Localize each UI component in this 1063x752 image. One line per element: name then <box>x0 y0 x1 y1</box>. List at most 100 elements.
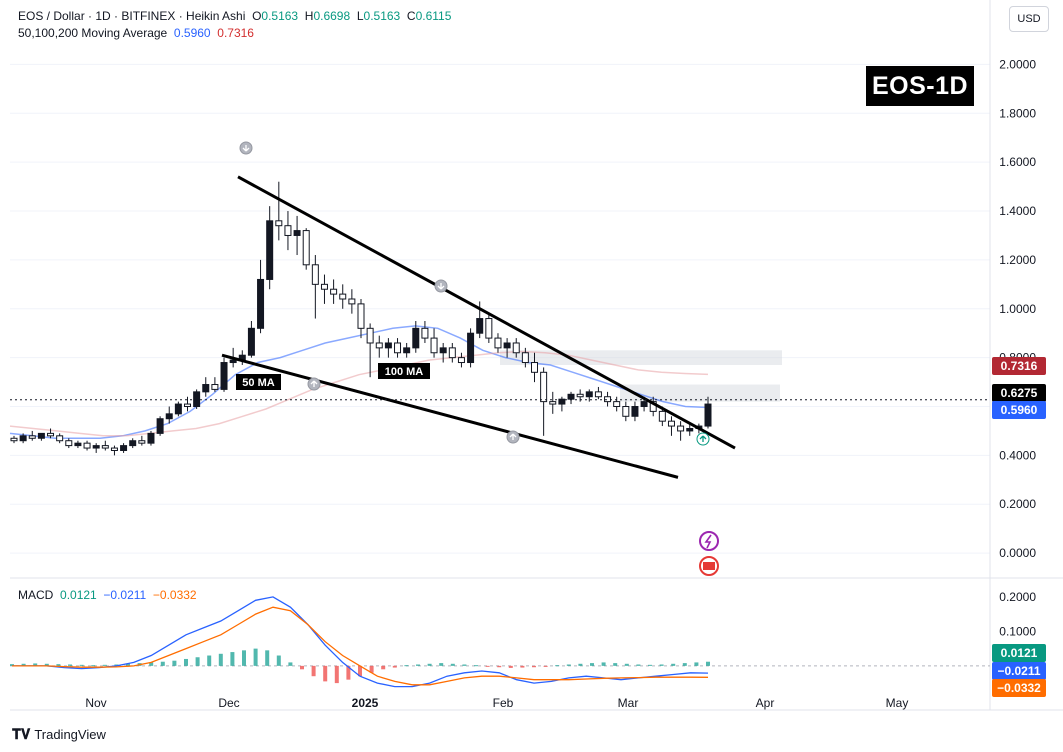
price-axis: 2.00001.80001.60001.40001.20001.00000.80… <box>999 57 1036 560</box>
candle <box>384 342 392 349</box>
candle <box>184 403 191 408</box>
lightning-icon <box>699 531 719 551</box>
candle <box>339 293 347 300</box>
moving-averages <box>9 325 709 440</box>
candle <box>567 393 575 400</box>
candle <box>403 347 411 354</box>
time-tick-label: Apr <box>756 696 775 710</box>
macd-histogram-bar <box>427 663 432 666</box>
time-tick-label: Nov <box>85 696 106 710</box>
candle <box>193 391 201 408</box>
candle <box>19 435 27 442</box>
macd-line-value: −0.0211 <box>103 588 147 602</box>
ma50-line <box>9 325 709 440</box>
macd-histogram-bar <box>114 664 119 666</box>
high-label: H <box>304 9 314 23</box>
macd-histogram-bar <box>682 663 687 666</box>
open-label: O <box>252 9 262 23</box>
macd-line <box>12 596 709 688</box>
price-labels: 0.7316 0.6275 0.5960 0.0121 −0.0211 −0.0332 <box>992 357 1046 697</box>
candle <box>202 384 210 393</box>
candle <box>266 220 274 280</box>
macd-histogram-bar <box>172 660 177 666</box>
candle <box>494 337 502 349</box>
up-arrow-icon-glyph <box>699 435 707 442</box>
macd-histogram-bar <box>671 663 676 666</box>
macd-histogram-bar <box>694 662 699 666</box>
candle <box>229 359 237 364</box>
candle <box>512 342 520 354</box>
title-badge: EOS-1D <box>866 66 974 106</box>
macd-histogram-bar <box>126 663 130 666</box>
macd-histogram-bar <box>230 652 235 666</box>
ma-legend[interactable]: 50,100,200 Moving Average 0.5960 0.7316 <box>18 26 254 40</box>
macd-histogram-bar <box>149 662 154 666</box>
tradingview-logo[interactable]: 𝐓𝐕 TradingView <box>12 726 106 743</box>
macd-histogram-bar <box>566 664 571 666</box>
ma100-price-label-bg <box>992 357 1046 375</box>
close-value: 0.6115 <box>415 9 452 23</box>
macd-histogram-bar <box>265 650 270 666</box>
macd-histogram-bar <box>439 663 444 666</box>
candle <box>585 391 593 398</box>
price-tick-label: 0.4000 <box>999 448 1036 462</box>
candle <box>110 447 118 451</box>
candle <box>686 428 694 432</box>
candle <box>129 440 137 447</box>
up-arrow-icon-glyph <box>310 380 318 387</box>
macd-histogram-bar <box>381 665 386 670</box>
macd-histogram-bar <box>369 665 374 673</box>
macd-histogram-bar <box>346 665 351 680</box>
macd-histogram-bar <box>613 663 618 666</box>
ma50-price-label-bg <box>992 401 1046 419</box>
macd-histogram-bar <box>195 657 200 666</box>
candle <box>101 445 109 449</box>
candle <box>47 432 55 437</box>
macd-hist-label: 0.0121 <box>1001 646 1038 660</box>
macd-histogram-bar <box>218 653 223 666</box>
symbol-legend[interactable]: EOS / Dollar · 1D · BITFINEX · Heikin As… <box>18 9 451 23</box>
macd-histogram-bar <box>659 664 664 666</box>
candle <box>275 220 283 227</box>
candle <box>74 442 82 447</box>
macd-histogram-bar <box>601 662 606 666</box>
price-tick-label: 1.4000 <box>999 204 1036 218</box>
candle <box>311 264 319 285</box>
price-tick-label: 2.0000 <box>999 57 1036 71</box>
macd-histogram-bar <box>648 664 652 666</box>
candle <box>604 396 612 403</box>
candle <box>174 403 182 415</box>
candle <box>421 327 429 339</box>
candle <box>412 327 420 349</box>
macd-histogram-bar <box>590 663 594 666</box>
time-tick-label: Mar <box>618 696 639 710</box>
macd-histogram-bar <box>416 664 420 666</box>
macd-histogram-bar <box>323 665 328 682</box>
macd-histogram-bar <box>91 665 96 667</box>
candle <box>549 401 557 405</box>
close-label: C <box>406 9 416 23</box>
macd-histogram-bar <box>520 665 525 668</box>
macd-hist-value: 0.0121 <box>60 588 97 602</box>
trendlines: 50 MA 100 MA <box>10 175 990 479</box>
candle <box>667 420 675 427</box>
price-tick-label: 1.8000 <box>999 106 1036 120</box>
macd-histogram-bar <box>450 663 455 666</box>
tv-logo-icon: 𝐓𝐕 <box>12 726 31 742</box>
signal-line <box>12 606 709 686</box>
macd-histogram-bar <box>10 664 14 666</box>
ma100-annotation-bg <box>378 363 430 379</box>
macd-histogram-bar <box>33 663 38 666</box>
macd-legend[interactable]: MACD 0.0121 −0.0211 −0.0332 <box>18 588 197 602</box>
lower-trendline <box>221 353 679 479</box>
candle <box>394 342 402 354</box>
time-axis: Nov Dec 2025 Feb Mar Apr May <box>85 696 908 710</box>
price-tick-label: 1.6000 <box>999 155 1036 169</box>
candle <box>302 230 310 266</box>
macd-histogram-bar <box>706 661 710 666</box>
candle <box>120 445 128 451</box>
currency-button[interactable]: USD <box>1009 6 1049 32</box>
macd-histogram-bar <box>636 664 641 666</box>
price-tick-label: 1.0000 <box>999 302 1036 316</box>
